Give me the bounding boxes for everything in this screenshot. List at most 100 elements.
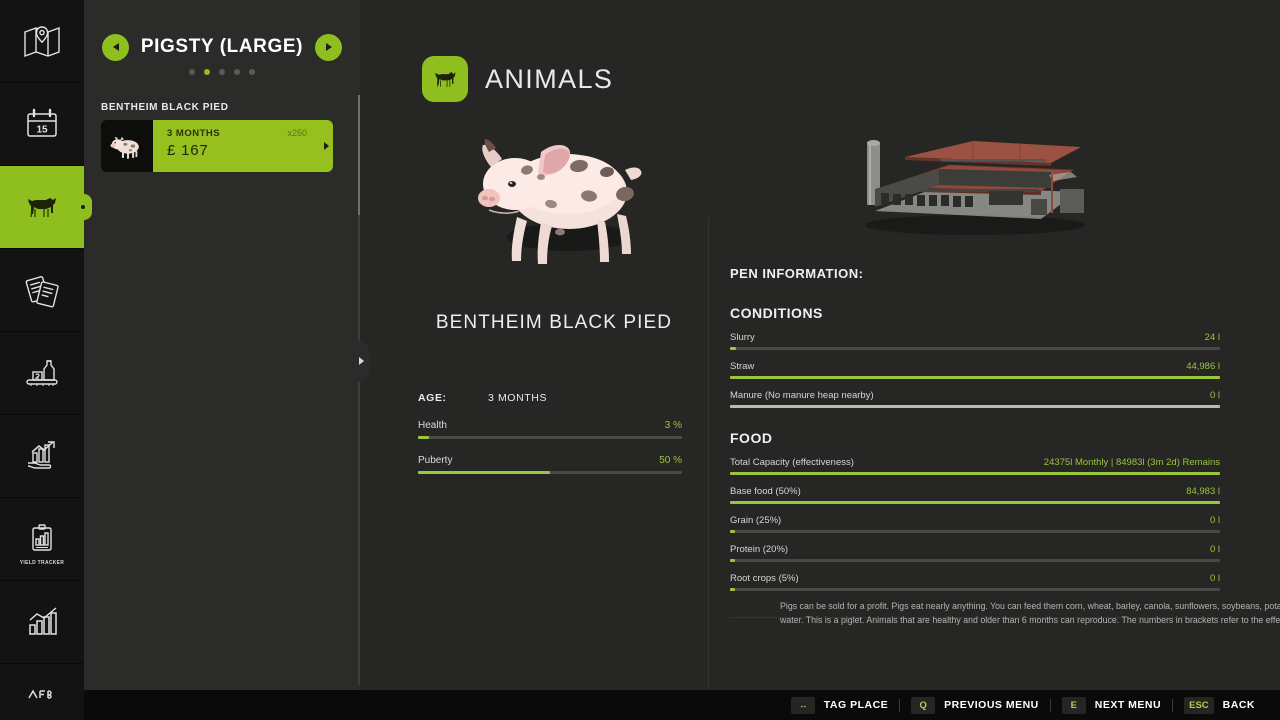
age-value: 3 MONTHS: [488, 392, 548, 404]
pen-information-title: PEN INFORMATION:: [730, 266, 864, 281]
chevron-right-icon: [358, 357, 364, 365]
stat-label: Total Capacity (effectiveness): [730, 457, 854, 468]
hotkey-separator: [1172, 698, 1174, 712]
stat-label: Slurry: [730, 332, 755, 343]
footer-hotkey-bar: ↔ TAG PLACE Q PREVIOUS MENU E NEXT MENU …: [0, 690, 1280, 720]
scrollbar-thumb[interactable]: [358, 95, 360, 215]
sidebar-item-prices[interactable]: [0, 415, 84, 498]
condition-manure: Manure (No manure heap nearby) 0 l: [730, 390, 1220, 408]
chevron-left-icon: [112, 43, 119, 51]
pagination-dot[interactable]: [249, 69, 255, 75]
sidebar-item-yield-tracker[interactable]: YIELD TRACKER: [0, 498, 84, 581]
pig-thumb-icon: [101, 120, 153, 172]
content-columns: BENTHEIM BLACK PIED AGE: 3 MONTHS Health…: [360, 118, 1280, 688]
sidebar-icon-rail: 15: [0, 0, 92, 720]
stat-value: 0 l: [1209, 390, 1220, 401]
progress-bar: [730, 530, 1220, 533]
previous-building-button[interactable]: [102, 33, 129, 61]
stat-value: 0 l: [1209, 515, 1220, 526]
hotkey-back[interactable]: ESC BACK: [1173, 696, 1266, 714]
list-item[interactable]: 3 MONTHS x250 £ 167: [101, 120, 333, 172]
pigsty-building-image: [730, 124, 1220, 244]
sidebar-item-animals[interactable]: [0, 166, 92, 249]
panel-scrollbar[interactable]: [358, 95, 360, 685]
hotkey-label: BACK: [1222, 699, 1255, 711]
panel-header: PIGSTY (LARGE): [84, 0, 360, 61]
panel-collapse-handle[interactable]: [352, 340, 370, 382]
animal-tag[interactable]: 3 MONTHS x250 £ 167: [153, 120, 333, 172]
stat-label: Health: [418, 420, 447, 431]
map-icon: [20, 19, 64, 63]
hotkey-tag-place[interactable]: ↔ TAG PLACE: [780, 696, 899, 714]
sidebar-item-production[interactable]: [0, 332, 84, 415]
bar-chart-icon: [20, 600, 64, 644]
condition-straw: Straw 44,986 l: [730, 361, 1220, 379]
page-title: ANIMALS: [485, 63, 614, 94]
animal-description: Pigs can be sold for a profit. Pigs eat …: [780, 601, 1280, 625]
stat-label: Base food (50%): [730, 486, 801, 497]
stat-label: Root crops (5%): [730, 573, 799, 584]
progress-bar: [730, 405, 1220, 408]
conditions-title: CONDITIONS: [730, 305, 823, 321]
stat-label: Straw: [730, 361, 755, 372]
sidebar-item-contracts[interactable]: [0, 249, 84, 332]
stat-health: Health 3 %: [418, 420, 682, 439]
production-conveyor-icon: [20, 351, 64, 395]
sidebar-item-more[interactable]: [0, 664, 84, 720]
food-protein: Protein (20%) 0 l: [730, 544, 1220, 562]
stat-value: 0 l: [1209, 544, 1220, 555]
condition-slurry: Slurry 24 l: [730, 332, 1220, 350]
stat-value: 24 l: [1204, 332, 1220, 343]
progress-bar: [730, 588, 1220, 591]
animals-cow-icon: [422, 56, 468, 102]
hotkey-separator: [1049, 698, 1051, 712]
food-total-capacity: Total Capacity (effectiveness) 24375l Mo…: [730, 457, 1220, 475]
pen-information-column: PEN INFORMATION: CONDITIONS Slurry 24 l …: [690, 118, 1280, 618]
pagination-dot-active[interactable]: [204, 69, 210, 75]
hotkey-next-menu[interactable]: E NEXT MENU: [1051, 696, 1172, 714]
key-cap: E: [1061, 696, 1086, 714]
animal-detail-column: BENTHEIM BLACK PIED AGE: 3 MONTHS Health…: [360, 118, 709, 688]
animal-name: BENTHEIM BLACK PIED: [435, 312, 673, 333]
sidebar-item-calendar[interactable]: 15: [0, 83, 84, 166]
stat-value: 44,986 l: [1186, 361, 1220, 372]
section-divider: [730, 617, 1220, 618]
pig-portrait-image: [418, 118, 690, 298]
sidebar-item-statistics[interactable]: [0, 581, 84, 664]
hotkey-previous-menu[interactable]: Q PREVIOUS MENU: [900, 696, 1050, 714]
active-tab-notch: [76, 194, 92, 220]
pagination-dots: [84, 69, 360, 75]
stat-value: 84,983 l: [1186, 486, 1220, 497]
partial-icon: [20, 686, 64, 720]
progress-bar: [730, 501, 1220, 504]
pagination-dot[interactable]: [189, 69, 195, 75]
pagination-dot[interactable]: [234, 69, 240, 75]
stat-label: Puberty: [418, 455, 453, 466]
pagination-dot[interactable]: [219, 69, 225, 75]
key-cap: ↔: [790, 696, 815, 714]
food-title: FOOD: [730, 430, 773, 446]
page-header: ANIMALS: [360, 0, 1280, 102]
food-grain: Grain (25%) 0 l: [730, 515, 1220, 533]
next-building-button[interactable]: [315, 33, 342, 61]
hotkey-label: NEXT MENU: [1094, 699, 1162, 711]
food-root-crops: Root crops (5%) 0 l: [730, 573, 1220, 591]
chevron-right-icon: [325, 43, 332, 51]
animals-cow-icon: [20, 185, 64, 229]
hotkey-separator: [899, 698, 901, 712]
stat-label: Grain (25%): [730, 515, 782, 526]
progress-bar: [730, 559, 1220, 562]
left-right-arrow-icon: ↔: [798, 700, 808, 710]
hotkey-label: PREVIOUS MENU: [944, 699, 1039, 711]
svg-text:15: 15: [36, 125, 48, 136]
stat-value: 24375l Monthly | 84983l (3m 2d) Remains: [1043, 457, 1220, 468]
panel-title: PIGSTY (LARGE): [140, 36, 304, 57]
animal-age: 3 MONTHS: [167, 128, 221, 139]
animal-list-panel: PIGSTY (LARGE) BENTHEIM BLACK PIED: [84, 0, 360, 690]
age-label: AGE:: [418, 392, 447, 404]
main-content: ANIMALS: [360, 0, 1280, 690]
sidebar-item-map[interactable]: [0, 0, 84, 83]
stat-value: 0 l: [1209, 573, 1220, 584]
stat-label: Manure (No manure heap nearby): [730, 390, 874, 401]
